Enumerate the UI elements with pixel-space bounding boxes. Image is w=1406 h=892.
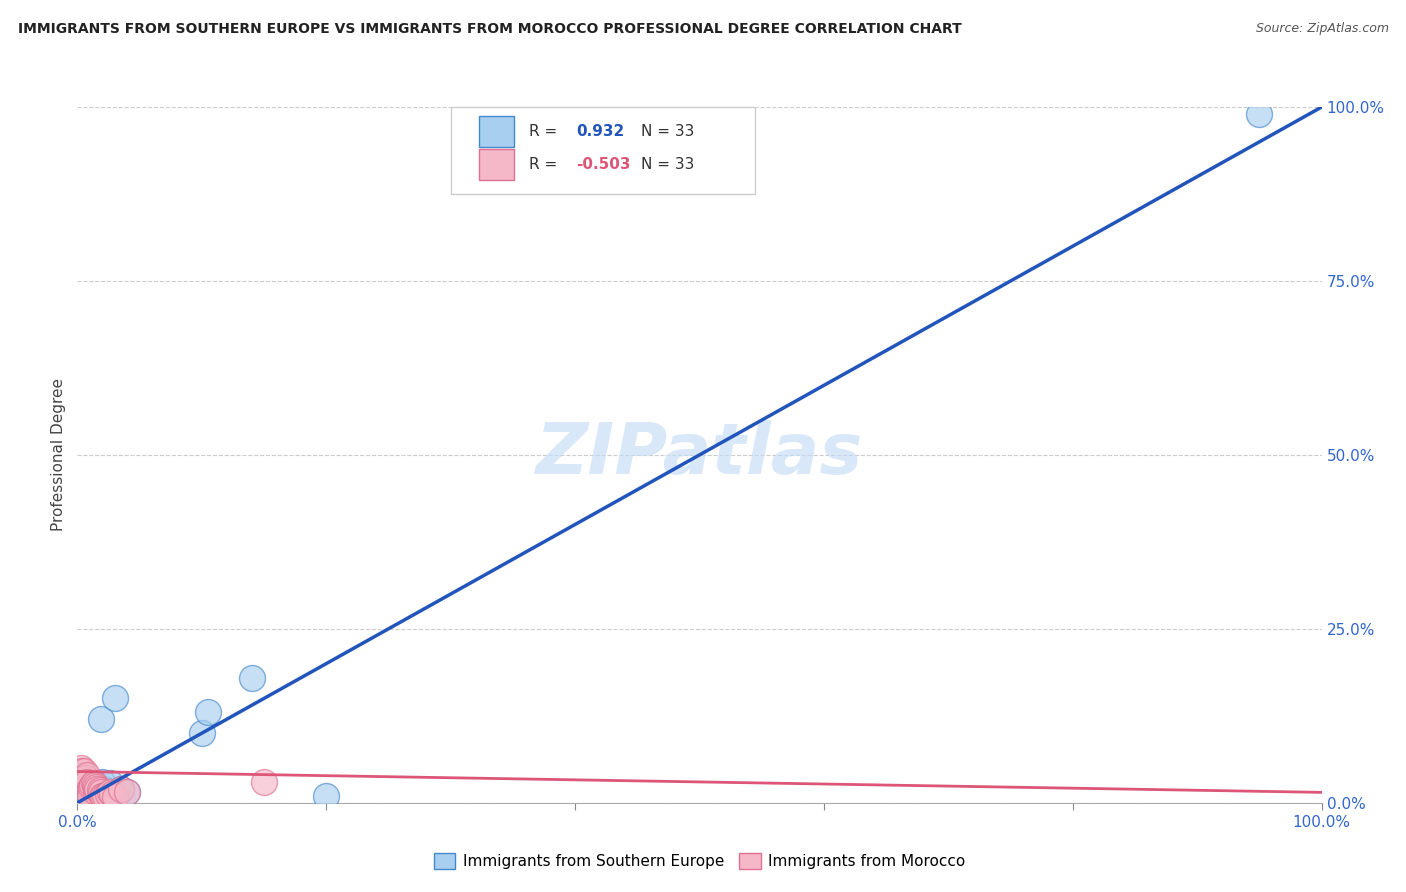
Point [75,789,97,803]
Point [69,768,91,782]
Point [110,781,132,796]
Point [253,775,276,789]
Text: N = 33: N = 33 [641,124,695,139]
Point [80,780,103,795]
Point [72,768,94,782]
Point [93,783,115,797]
Point [79,781,101,796]
Text: N = 33: N = 33 [641,157,695,172]
Point [104,691,127,706]
Point [97,788,120,802]
Point [70,761,93,775]
Point [315,789,337,803]
Point [83,776,105,790]
Point [72,772,94,786]
Point [86,781,108,796]
Point [73,772,96,786]
Point [89,783,111,797]
Text: IMMIGRANTS FROM SOUTHERN EUROPE VS IMMIGRANTS FROM MOROCCO PROFESSIONAL DEGREE C: IMMIGRANTS FROM SOUTHERN EUROPE VS IMMIG… [18,22,962,37]
Point [101,789,124,803]
Point [82,781,104,796]
Point [115,785,138,799]
Point [197,706,219,720]
Point [93,789,115,803]
Point [191,726,214,740]
Point [86,781,108,796]
Point [79,789,101,803]
Point [93,789,115,803]
Text: -0.503: -0.503 [576,157,631,172]
Point [72,785,94,799]
FancyBboxPatch shape [451,107,755,194]
Point [72,764,94,779]
Point [93,789,115,803]
Point [77,785,100,799]
Point [84,785,107,799]
Point [80,780,103,795]
Point [72,764,94,779]
Point [77,785,100,799]
Point [104,790,127,805]
Point [101,788,124,802]
FancyBboxPatch shape [479,149,515,180]
Point [90,785,112,799]
Point [98,785,121,799]
Point [76,768,98,782]
Point [82,778,104,792]
Point [79,781,101,796]
Point [79,778,101,792]
Point [70,769,93,783]
Point [84,785,107,799]
Text: ZIPatlas: ZIPatlas [536,420,863,490]
Text: 0.932: 0.932 [576,124,624,139]
Point [105,789,128,803]
Point [1249,107,1271,121]
Point [98,776,121,790]
Point [97,788,120,802]
Point [76,775,98,789]
Point [76,775,98,789]
Point [240,671,263,685]
Point [79,789,101,803]
Point [75,772,97,786]
Point [73,775,96,789]
Point [90,712,112,726]
Point [91,775,114,789]
Y-axis label: Professional Degree: Professional Degree [51,378,66,532]
Text: R =: R = [529,157,562,172]
Text: R =: R = [529,124,562,139]
Point [91,789,114,803]
Point [89,783,111,797]
Text: Source: ZipAtlas.com: Source: ZipAtlas.com [1256,22,1389,36]
Point [115,785,138,799]
Point [83,781,105,796]
Point [84,785,107,799]
Point [83,778,105,792]
Point [110,781,132,796]
Point [84,780,107,795]
Point [83,778,105,792]
FancyBboxPatch shape [479,116,515,147]
Point [70,785,93,799]
Legend: Immigrants from Southern Europe, Immigrants from Morocco: Immigrants from Southern Europe, Immigra… [427,847,972,875]
